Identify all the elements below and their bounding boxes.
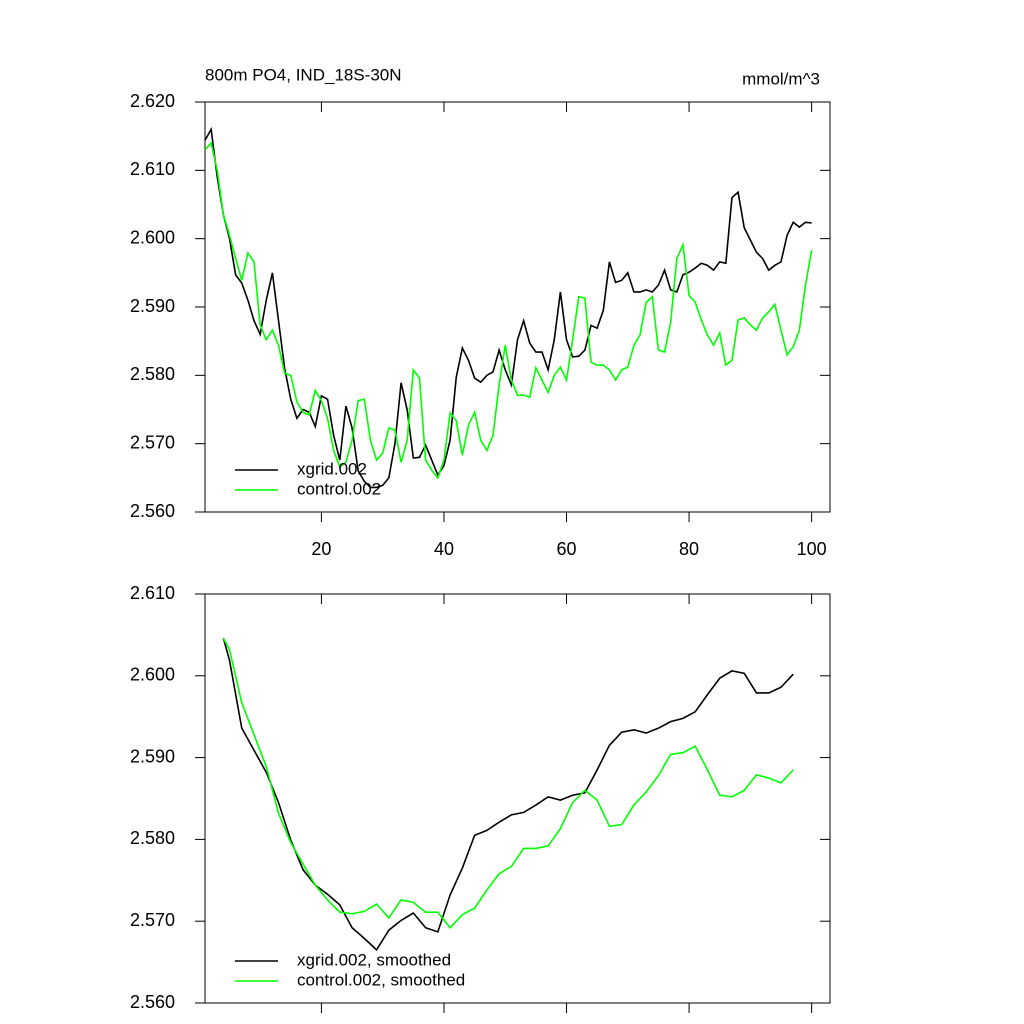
series-line — [204, 126, 812, 489]
y-tick-label: 2.590 — [130, 296, 175, 316]
x-tick-label: 80 — [679, 539, 699, 559]
y-tick-label: 2.590 — [130, 746, 175, 766]
y-tick-label: 2.560 — [130, 501, 175, 521]
x-tick-label: 40 — [434, 539, 454, 559]
series-line — [204, 141, 813, 480]
y-tick-label: 2.600 — [130, 665, 175, 685]
plot-frame — [204, 593, 831, 1004]
y-tick-label: 2.580 — [130, 364, 175, 384]
y-tick-label: 2.570 — [130, 910, 175, 930]
chart-title: 800m PO4, IND_18S-30N — [205, 65, 402, 84]
y-tick-label: 2.610 — [130, 583, 175, 603]
y-tick-label: 2.610 — [130, 159, 175, 179]
x-tick-label: 60 — [557, 539, 577, 559]
plot-frame — [204, 101, 831, 513]
legend-label: control.002, smoothed — [297, 970, 465, 989]
y-tick-label: 2.560 — [130, 992, 175, 1012]
units-label: mmol/m^3 — [742, 69, 820, 88]
legend-label: xgrid.002 — [297, 459, 367, 478]
y-tick-label: 2.620 — [130, 91, 175, 111]
y-tick-label: 2.570 — [130, 432, 175, 452]
x-tick-label: 20 — [311, 539, 331, 559]
legend-label: xgrid.002, smoothed — [297, 950, 451, 969]
series-line — [222, 637, 794, 952]
y-tick-label: 2.600 — [130, 227, 175, 247]
legend-label: control.002 — [297, 479, 381, 498]
x-tick-label: 100 — [797, 539, 827, 559]
y-tick-label: 2.580 — [130, 828, 175, 848]
series-line — [222, 637, 794, 929]
